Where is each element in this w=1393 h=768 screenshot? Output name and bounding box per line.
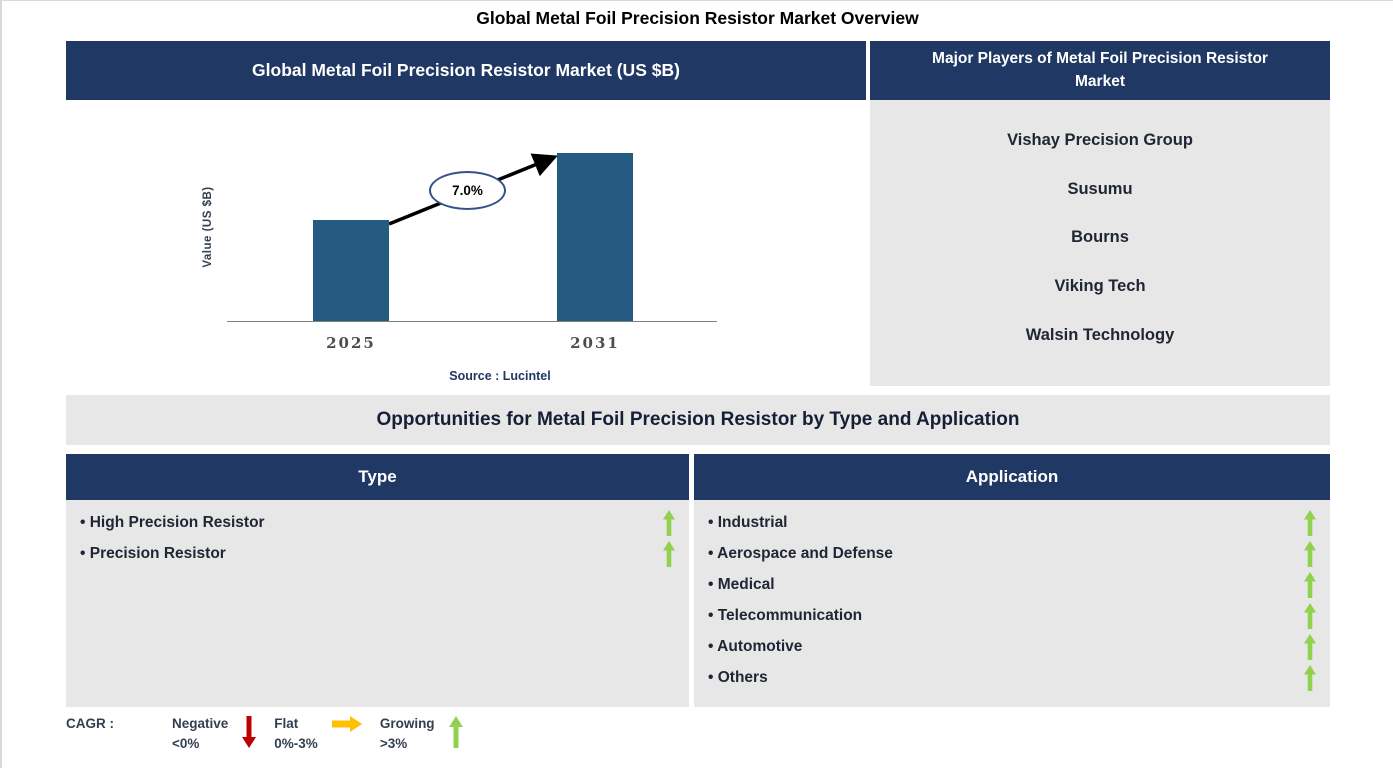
type-column-header: Type <box>66 454 689 500</box>
application-item-label: Automotive <box>708 638 802 656</box>
cagr-legend-label: CAGR : <box>66 716 114 731</box>
application-items-list: Industrial Aerospace and Defense Medical <box>694 500 1330 707</box>
opportunities-title: Opportunities for Metal Foil Precision R… <box>66 395 1330 445</box>
legend-negative-label: Negative <box>172 716 229 731</box>
company-name: Susumu <box>1067 179 1133 198</box>
y-axis-label: Value (US $B) <box>202 186 214 268</box>
list-item: Automotive <box>694 631 1330 662</box>
legend-entry-negative: Negative <0% <box>172 714 274 753</box>
application-item-label: Aerospace and Defense <box>708 545 893 563</box>
negative-down-arrow-icon <box>242 716 257 748</box>
growing-up-arrow-icon <box>1304 602 1316 629</box>
x-tick-2025: 2025 <box>326 334 376 352</box>
major-players-list: Vishay Precision Group Susumu Bourns Vik… <box>870 100 1330 386</box>
legend-flat-text: Flat 0%-3% <box>274 714 318 753</box>
application-column-header: Application <box>694 454 1330 500</box>
major-players-header: Major Players of Metal Foil Precision Re… <box>870 41 1330 100</box>
market-chart-panel-header: Global Metal Foil Precision Resistor Mar… <box>66 41 866 100</box>
growing-up-arrow-icon <box>1304 571 1316 598</box>
legend-entry-growing: Growing >3% <box>380 714 481 753</box>
type-items-list: High Precision Resistor Precision Resist… <box>66 500 689 707</box>
cagr-legend: CAGR : Negative <0% Flat 0%-3% Growing >… <box>66 714 481 753</box>
list-item: Telecommunication <box>694 600 1330 631</box>
cagr-growth-arrow <box>388 153 558 226</box>
bar-2031 <box>557 153 633 321</box>
source-note: Source : Lucintel <box>449 369 551 383</box>
company-name: Walsin Technology <box>1025 326 1175 345</box>
legend-growing-label: Growing <box>379 716 435 731</box>
company-name: Viking Tech <box>1054 277 1146 296</box>
page-title: Global Metal Foil Precision Resistor Mar… <box>476 8 919 28</box>
cagr-annotation-bubble: 7.0% <box>429 171 506 210</box>
growing-up-arrow-icon <box>663 540 675 567</box>
growing-up-arrow-icon <box>1304 664 1316 691</box>
application-item-label: Industrial <box>708 514 788 532</box>
legend-growing-range: >3% <box>379 735 408 751</box>
market-bar-chart: Value (US $B) 7.0% 2025 2031 Source : Lu… <box>66 100 866 392</box>
list-item: Precision Resistor <box>66 538 689 569</box>
legend-negative-text: Negative <0% <box>172 714 228 753</box>
type-item-label: High Precision Resistor <box>80 514 265 532</box>
legend-flat-label: Flat <box>274 716 299 731</box>
growing-up-arrow-icon <box>1304 633 1316 660</box>
company-name: Vishay Precision Group <box>1007 130 1193 149</box>
legend-flat-range: 0%-3% <box>274 735 318 751</box>
growing-up-arrow-icon <box>1304 509 1316 536</box>
growing-up-arrow-icon <box>663 509 675 536</box>
legend-negative-range: <0% <box>172 735 200 751</box>
application-item-label: Others <box>708 669 768 687</box>
list-item: Industrial <box>694 507 1330 538</box>
x-axis-line <box>227 321 717 322</box>
x-tick-2031: 2031 <box>570 334 620 352</box>
application-item-label: Telecommunication <box>708 607 862 625</box>
company-name: Bourns <box>1071 228 1129 247</box>
application-item-label: Medical <box>708 576 775 594</box>
list-item: Aerospace and Defense <box>694 538 1330 569</box>
list-item: High Precision Resistor <box>66 507 689 538</box>
flat-right-arrow-icon <box>331 716 362 732</box>
list-item: Others <box>694 662 1330 693</box>
growing-up-arrow-icon <box>1304 540 1316 567</box>
growing-up-arrow-icon <box>448 716 463 748</box>
legend-growing-text: Growing >3% <box>380 714 435 753</box>
bar-2025 <box>313 220 389 321</box>
type-item-label: Precision Resistor <box>80 545 226 563</box>
list-item: Medical <box>694 569 1330 600</box>
legend-entry-flat: Flat 0%-3% <box>274 714 380 753</box>
